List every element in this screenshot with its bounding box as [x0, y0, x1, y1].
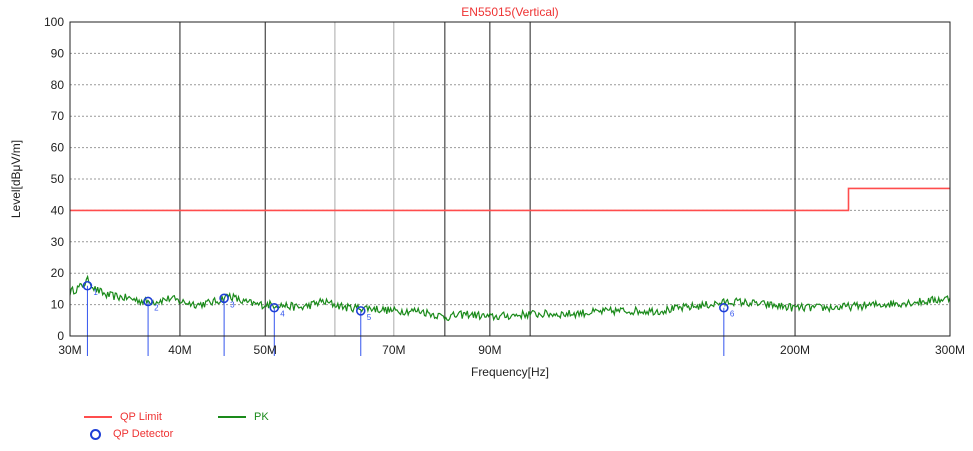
qp-point-label: 4 — [280, 310, 285, 319]
legend-item-qp-detector: QP Detector — [84, 428, 173, 440]
x-tick-label: 50M — [254, 343, 277, 357]
qp-point-label: 1 — [93, 288, 98, 297]
chart-title: EN55015(Vertical) — [461, 5, 558, 19]
y-tick-label: 0 — [57, 329, 64, 343]
grid-layer — [70, 22, 950, 336]
qp-point-label: 2 — [154, 303, 159, 312]
x-tick-label: 40M — [168, 343, 191, 357]
y-tick-label: 20 — [51, 266, 65, 280]
y-tick-label: 70 — [51, 109, 65, 123]
y-tick-label: 100 — [44, 15, 64, 29]
x-tick-label: 30M — [58, 343, 81, 357]
legend-label: PK — [254, 411, 269, 423]
qp-point-label: 3 — [230, 300, 235, 309]
qp-limit-line — [70, 188, 950, 210]
y-tick-label: 90 — [51, 46, 65, 60]
legend-label: QP Detector — [113, 428, 173, 440]
qp-point-label: 6 — [730, 310, 735, 319]
y-tick-label: 80 — [51, 78, 65, 92]
qp-point-label: 5 — [367, 313, 372, 322]
pk-trace — [70, 277, 950, 321]
y-tick-label: 10 — [51, 298, 65, 312]
y-tick-label: 60 — [51, 141, 65, 155]
y-tick-label: 30 — [51, 235, 65, 249]
y-axis-label: Level[dBμV/m] — [9, 140, 23, 218]
legend-circle-icon — [90, 429, 101, 440]
legend-line-icon — [84, 416, 112, 418]
x-axis-label: Frequency[Hz] — [471, 365, 549, 379]
x-tick-label: 90M — [478, 343, 501, 357]
x-tick-label: 200M — [780, 343, 810, 357]
legend-label: QP Limit — [120, 411, 162, 423]
series-layer: 1 2 3 4 5 6 — [70, 188, 950, 356]
legend-line-icon — [218, 416, 246, 418]
legend-item-pk: PK — [218, 411, 269, 423]
legend-item-qp-limit: QP Limit — [84, 411, 162, 423]
y-tick-label: 50 — [51, 172, 65, 186]
y-tick-label: 40 — [51, 203, 65, 217]
x-tick-label: 70M — [382, 343, 405, 357]
x-tick-label: 300M — [935, 343, 965, 357]
